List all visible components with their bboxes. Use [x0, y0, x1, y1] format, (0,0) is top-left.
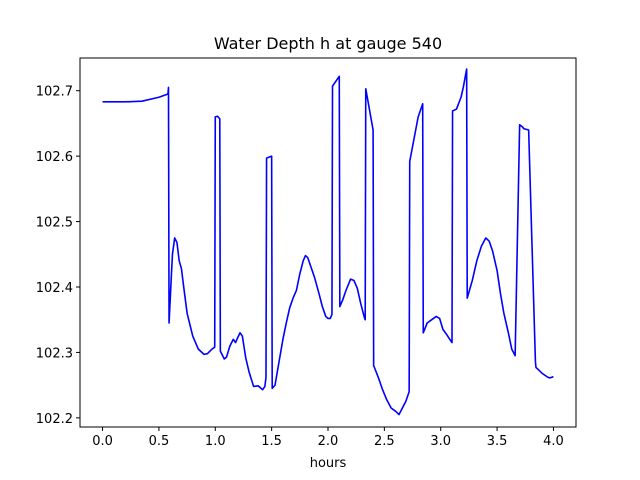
- y-tick-label: 102.4: [36, 281, 73, 296]
- x-tick-label: 1.5: [261, 434, 282, 449]
- x-tick-label: 4.0: [543, 434, 564, 449]
- y-tick-label: 102.2: [36, 412, 73, 427]
- x-tick-label: 2.0: [318, 434, 339, 449]
- x-tick-label: 2.5: [374, 434, 395, 449]
- x-tick-label: 3.0: [430, 434, 451, 449]
- x-tick-label: 0.0: [92, 434, 113, 449]
- y-axis: 102.2 102.3 102.4 102.5 102.6 102.7: [36, 85, 80, 427]
- plot-frame: [79, 57, 577, 428]
- series-line-0: [102, 68, 554, 416]
- chart-title: Water Depth h at gauge 540: [214, 34, 442, 53]
- y-tick-label: 102.5: [36, 216, 73, 231]
- x-tick-label: 0.5: [149, 434, 170, 449]
- x-tick-label: 1.0: [205, 434, 226, 449]
- y-tick-label: 102.3: [36, 346, 73, 361]
- x-tick-label: 3.5: [487, 434, 508, 449]
- y-tick-label: 102.6: [36, 150, 73, 165]
- x-axis: 0.0 0.5 1.0 1.5 2.0 2.5 3.0 3.5 4.0: [92, 427, 564, 449]
- plot-area: [102, 68, 554, 416]
- x-axis-label: hours: [310, 456, 347, 471]
- y-tick-label: 102.7: [36, 85, 73, 100]
